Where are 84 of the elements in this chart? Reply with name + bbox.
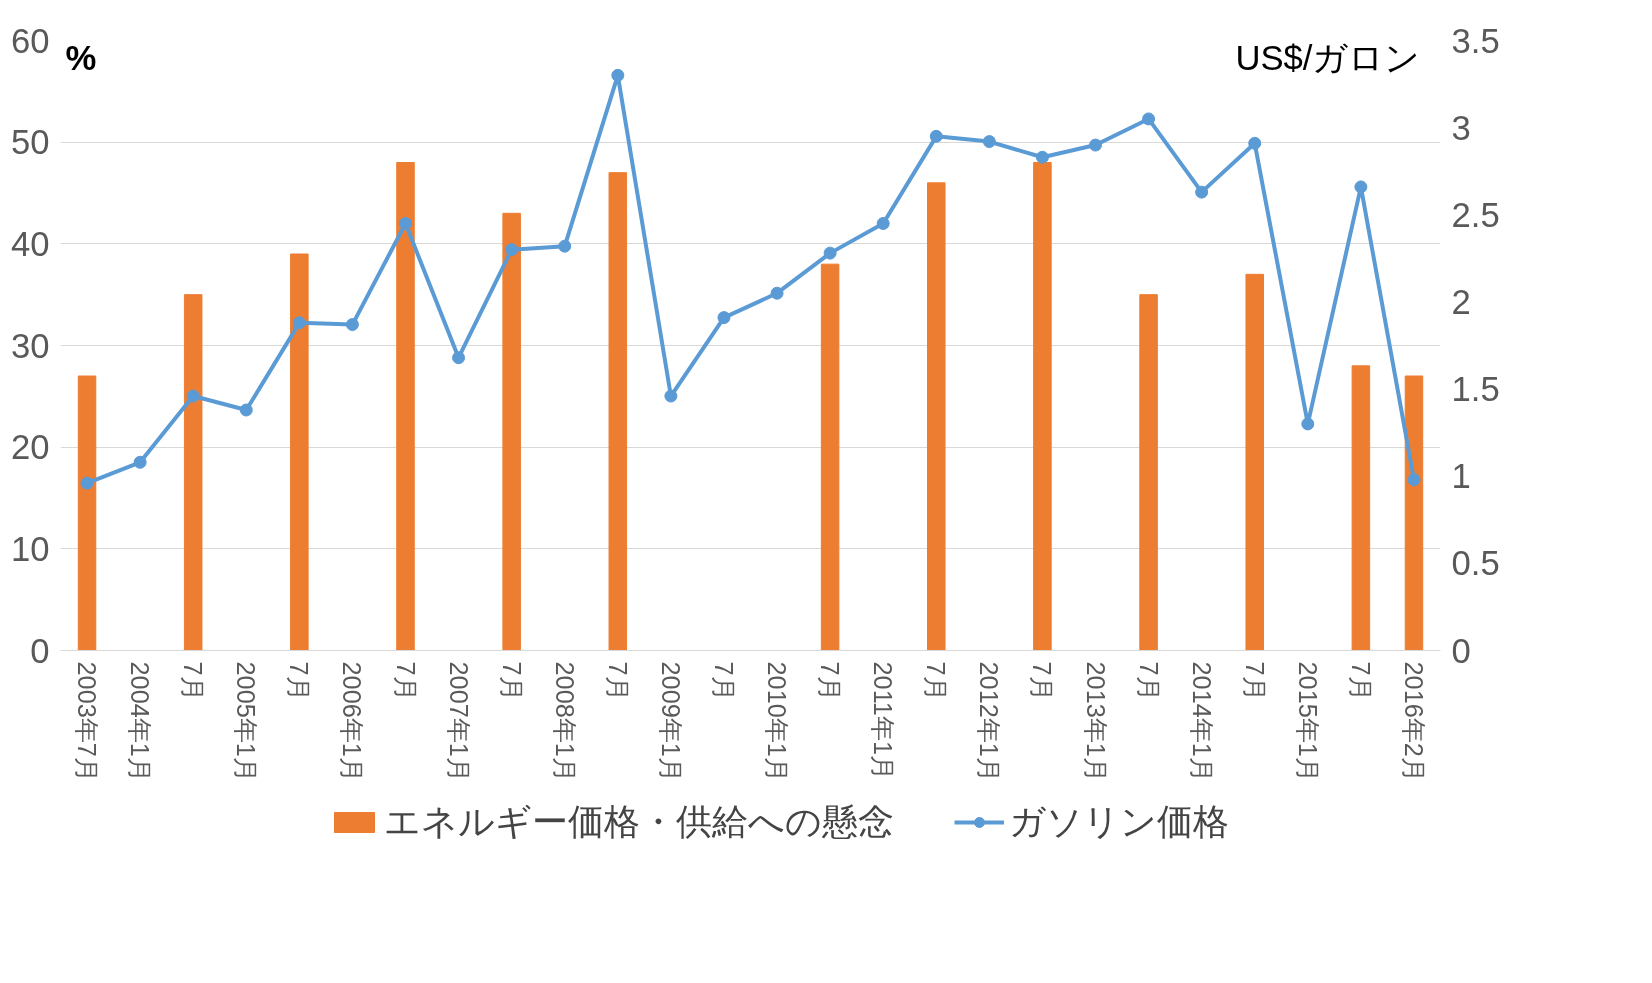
legend-label: ガソリン価格 [1009,799,1229,843]
point [1248,136,1262,150]
bar [927,182,946,651]
y-tick-label: 40 [10,224,50,263]
bar [820,263,840,651]
point [1407,473,1421,487]
x-tick-label: 2007年1月 [444,661,473,782]
x-tick-label: 2012年1月 [975,661,1004,782]
point [239,403,253,417]
point [929,129,943,143]
x-tick-label: 7月 [603,661,632,701]
point [558,239,572,253]
point [823,246,837,260]
bar [502,212,521,651]
y2-tick-label: 1.5 [1451,370,1500,409]
bar [290,253,309,651]
point [1354,180,1368,194]
bar [608,172,628,651]
y-tick-label: 20 [10,428,50,467]
x-tick-label: 2011年1月 [869,661,898,781]
bar [183,294,203,651]
y-tick-label: 50 [10,123,50,162]
bar [396,162,415,651]
x-tick-label: 2003年7月 [73,661,102,782]
point [399,217,412,230]
y-tick-label: 60 [10,21,50,60]
point [1301,417,1315,431]
y2-tick-label: 1 [1451,457,1471,496]
x-tick-label: 7月 [1134,661,1163,701]
bar [1351,365,1371,651]
x-tick-label: 7月 [497,661,526,701]
x-tick-label: 2014年1月 [1187,661,1216,782]
x-tick-label: 7月 [816,661,845,701]
y2-tick-label: 3 [1451,108,1471,147]
y2-tick-label: 0 [1451,631,1471,670]
point [1142,112,1156,126]
bar [1245,273,1264,651]
bar [1033,162,1052,651]
x-tick-label: 2009年1月 [656,661,685,782]
y2-tick-label: 0.5 [1451,544,1500,583]
y-tick-label: 30 [10,326,50,365]
y-tick-label: 10 [10,529,50,568]
x-tick-label: 7月 [709,661,738,701]
y2-axis-title: US$/ガロン [1235,38,1421,77]
bar [1404,375,1424,651]
point [876,217,890,230]
y-axis-title: % [65,38,97,77]
x-tick-label: 7月 [285,661,314,701]
point [1035,150,1049,164]
bar [77,375,97,651]
point [717,311,731,325]
point [982,135,996,149]
point [611,68,625,82]
x-tick-label: 2006年1月 [338,661,367,782]
x-tick-label: 2010年1月 [763,661,792,782]
point [770,286,784,300]
x-tick-label: 2005年1月 [232,661,261,782]
legend-label: エネルギー価格・供給への懸念 [384,799,894,843]
x-tick-label: 7月 [922,661,951,701]
x-tick-label: 2008年1月 [550,661,579,782]
x-tick-label: 7月 [179,661,208,701]
x-tick-label: 7月 [1240,661,1269,701]
y-tick-label: 0 [30,631,50,670]
x-tick-label: 7月 [1028,661,1057,701]
x-tick-label: 2015年1月 [1293,661,1322,782]
point [292,316,306,330]
bar [1139,294,1158,651]
x-tick-label: 2013年1月 [1081,661,1110,782]
point [133,455,147,469]
point [1089,138,1102,152]
x-tick-label: 2016年2月 [1399,661,1428,782]
x-tick-label: 2004年1月 [126,661,155,782]
point [505,243,519,257]
y2-tick-label: 2.5 [1451,195,1500,234]
y2-tick-label: 3.5 [1451,21,1500,60]
point [186,389,200,403]
point [664,389,678,403]
point [80,476,94,490]
point [452,351,466,365]
point [1195,185,1209,199]
x-tick-label: 7月 [1346,661,1375,701]
point [345,318,359,332]
x-tick-label: 7月 [391,661,420,701]
y2-tick-label: 2 [1451,282,1471,321]
